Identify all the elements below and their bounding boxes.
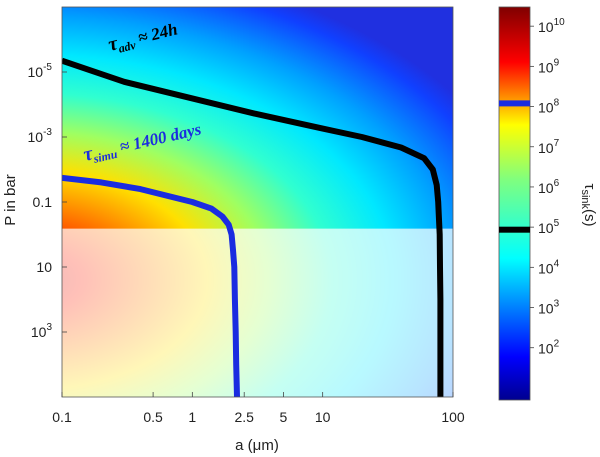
annotation-tau-adv-subscript: adv (117, 38, 138, 56)
colorbar-tick-exponent: 7 (554, 138, 560, 149)
y-tick-exponent: -5 (43, 62, 52, 73)
y-axis-label: P in bar (2, 174, 19, 225)
colorbar-tick-base: 10 (538, 301, 554, 317)
colorbar-tick-label: 109 (538, 57, 560, 75)
colorbar-tick-label: 1010 (538, 17, 565, 35)
y-tick-label: 0.1 (33, 194, 53, 210)
colorbar-tick-label: 106 (538, 178, 560, 196)
colorbar-scale (498, 6, 531, 401)
y-tick-base: 10 (36, 259, 52, 275)
y-tick-label: 10 (36, 259, 52, 275)
colorbar-tick-label: 104 (538, 258, 560, 276)
y-tick-label: 103 (31, 322, 53, 340)
x-tick-label: 10 (315, 409, 331, 425)
y-tick-base: 10 (31, 324, 47, 340)
y-tick-base: 0.1 (33, 194, 53, 210)
colorbar-label: τsink(s) (579, 184, 598, 227)
colorbar-tick-label: 102 (538, 339, 560, 357)
x-axis-label: a (μm) (235, 437, 279, 454)
x-tick-label: 2.5 (234, 409, 254, 425)
colorbar-tick-base: 10 (538, 180, 554, 196)
x-tick-label: 0.1 (52, 409, 72, 425)
x-tick-label: 100 (441, 409, 465, 425)
colorbar-tick-base: 10 (538, 341, 554, 357)
colorbar-tick-exponent: 8 (554, 98, 560, 109)
x-axis-ticks: 0.1 0.5 1 2.5 5 10 100 (52, 392, 465, 425)
colorbar-tick-base: 10 (538, 100, 554, 116)
colorbar-tick-exponent: 3 (554, 299, 560, 310)
colorbar-tick-base: 10 (538, 260, 554, 276)
colorbar-tick-exponent: 10 (554, 17, 566, 28)
contour-tau-adv (62, 57, 444, 397)
colorbar-marker (499, 226, 530, 233)
colorbar-label-unit: (s) (581, 209, 598, 227)
contour-tau-simu (62, 174, 240, 397)
colorbar-tick-base: 10 (538, 220, 554, 236)
plot-area (62, 7, 453, 397)
colorbar-marker (499, 100, 530, 107)
y-tick-exponent: -3 (43, 127, 52, 138)
colorbar-tick-base: 10 (538, 140, 554, 156)
x-tick-label: 0.5 (143, 409, 163, 425)
colorbar-tick-exponent: 5 (554, 218, 560, 229)
y-tick-base: 10 (28, 129, 44, 145)
y-tick-label: 10-5 (28, 62, 53, 80)
y-tick-label: 10-3 (28, 127, 53, 145)
x-tick-label: 1 (188, 409, 196, 425)
x-tick-label: 5 (280, 409, 288, 425)
colorbar-tick-exponent: 2 (554, 339, 560, 350)
colorbar-tick-label: 105 (538, 218, 560, 236)
colorbar-tick-exponent: 6 (554, 178, 560, 189)
annotation-tau-simu-subscript: simu (91, 147, 119, 166)
colorbar-label-subscript: sink (579, 189, 591, 209)
y-tick-base: 10 (28, 64, 44, 80)
y-tick-exponent: 3 (46, 322, 52, 333)
colorbar-tick-exponent: 9 (554, 57, 560, 68)
colorbar-tick-label: 107 (538, 138, 560, 156)
shaded-region (62, 228, 453, 397)
colorbar-tick-base: 10 (538, 59, 554, 75)
colorbar-tick-label: 108 (538, 98, 560, 116)
colorbar-tick-exponent: 4 (554, 258, 560, 269)
colorbar-label-symbol: τ (581, 184, 598, 190)
colorbar-markers (499, 100, 530, 233)
colorbar-tick-label: 103 (538, 299, 560, 317)
colorbar-tick-base: 10 (538, 19, 554, 35)
